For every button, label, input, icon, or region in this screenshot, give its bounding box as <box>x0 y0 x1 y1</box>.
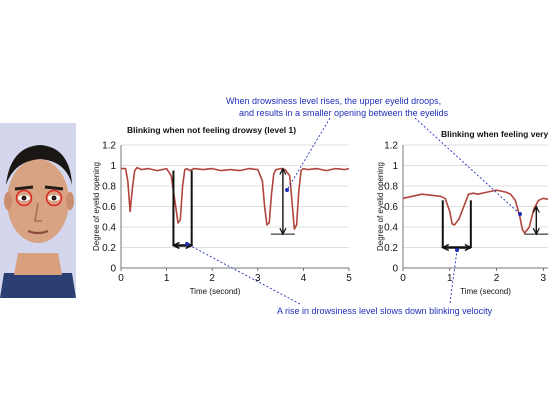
chart2-y-tick-label: 0.8 <box>384 182 398 193</box>
chart2-x-axis-label: Time (second) <box>460 287 511 296</box>
face-photo-icon <box>0 123 76 298</box>
chart1-y-tick-label: 0 <box>110 264 116 275</box>
chart2-blink-width-arrow-left <box>441 243 450 252</box>
chart2-title: Blinking when feeling very <box>441 129 548 139</box>
chart1-x-tick-label: 5 <box>346 273 352 284</box>
annotation-eyelid-droop-line2: and results in a smaller opening between… <box>239 108 449 118</box>
chart1-x-tick-label: 4 <box>301 273 307 284</box>
chart2-y-tick-label: 0.6 <box>384 202 398 213</box>
chart2-blink-width-arrow-right <box>464 243 473 252</box>
chart1-y-tick-label: 0.8 <box>102 182 116 193</box>
chart2-opening-height-arrow-top <box>532 205 540 213</box>
chart2-y-tick-label: 0 <box>392 264 398 275</box>
annotation-blink-velocity: A rise in drowsiness level slows down bl… <box>277 306 493 316</box>
chart1-title: Blinking when not feeling drowsy (level … <box>127 125 296 135</box>
chart1-series-line <box>121 166 350 230</box>
chart1-blink-width-arrow-left <box>171 241 180 250</box>
pointer-velocity-right-dot <box>455 248 459 252</box>
chart1-opening-height-arrow-top <box>279 167 287 175</box>
chart2-x-tick-label: 2 <box>494 273 500 284</box>
chart2-y-axis-label: Degree of eyelid opening <box>376 162 385 251</box>
pointer-velocity-left <box>186 243 301 305</box>
chart2-x-tick-label: 1 <box>447 273 453 284</box>
chart2-y-tick-label: 1.2 <box>384 141 398 152</box>
chart1-x-tick-label: 0 <box>118 273 124 284</box>
chart1-y-tick-label: 0.6 <box>102 202 116 213</box>
chart1-x-axis-label: Time (second) <box>190 287 241 296</box>
pointer-velocity-right <box>449 249 458 304</box>
chart2-x-tick-label: 3 <box>541 273 547 284</box>
pointer-droop-left-dot <box>285 188 289 192</box>
chart1-x-tick-label: 2 <box>209 273 215 284</box>
pointer-velocity-left-dot <box>185 242 189 246</box>
pointer-droop-right-dot <box>518 212 522 216</box>
chart2-y-tick-label: 0.2 <box>384 243 398 254</box>
pointer-droop-left <box>286 117 331 191</box>
chart1-y-tick-label: 0.4 <box>102 223 116 234</box>
annotation-eyelid-droop-line1: When drowsiness level rises, the upper e… <box>226 96 442 106</box>
chart2-y-tick-label: 0.4 <box>384 223 398 234</box>
chart1-y-tick-label: 1 <box>110 161 116 172</box>
chart1-x-tick-label: 3 <box>255 273 261 284</box>
chart1-y-axis-label: Degree of eyelid opening <box>92 162 101 251</box>
chart1-y-tick-label: 1.2 <box>102 141 116 152</box>
chart1-x-tick-label: 1 <box>164 273 170 284</box>
chart2-x-tick-label: 0 <box>400 273 406 284</box>
chart2-y-tick-label: 1 <box>392 161 398 172</box>
face-photo <box>0 123 76 298</box>
chart1-y-tick-label: 0.2 <box>102 243 116 254</box>
chart2-series-line <box>402 189 549 234</box>
